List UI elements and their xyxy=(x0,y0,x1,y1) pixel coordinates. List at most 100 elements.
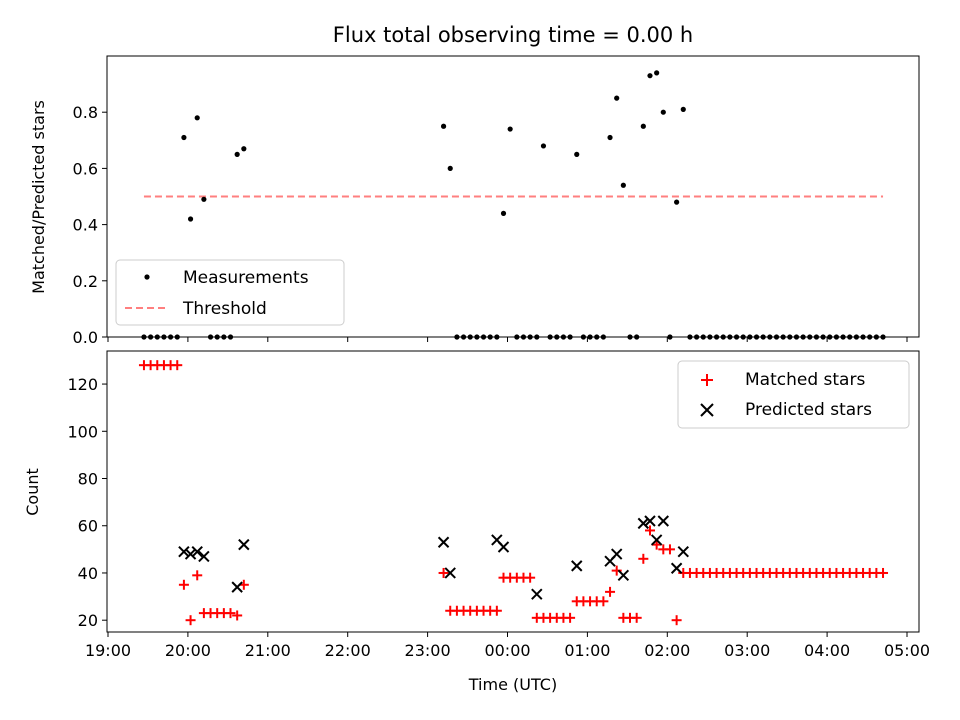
predicted-star-point xyxy=(571,560,583,572)
bottom-x-tick-label: 05:00 xyxy=(884,641,930,660)
legend-predicted-label: Predicted stars xyxy=(745,400,872,420)
top-y-axis: 0.0 0.2 0.4 0.6 0.8 xyxy=(73,103,107,347)
predicted-star-point xyxy=(238,538,250,551)
matched-star-point xyxy=(878,567,889,578)
predicted-star-point xyxy=(497,541,510,553)
bottom-x-tick-label: 23:00 xyxy=(405,641,451,660)
top-y-tick-label: 0.4 xyxy=(73,216,98,235)
matched-star-point xyxy=(438,567,449,578)
matched-star-point xyxy=(185,615,196,626)
measurement-point xyxy=(654,70,660,76)
predicted-star-point xyxy=(677,546,689,558)
legend-matched-label: Matched stars xyxy=(745,370,865,390)
measurement-point xyxy=(647,73,653,79)
top-y-tick-label: 0.0 xyxy=(73,328,98,347)
top-y-tick-label: 0.8 xyxy=(73,103,98,122)
matched-star-point xyxy=(644,525,655,536)
bottom-legend-box xyxy=(677,360,910,429)
top-chart: 0.00.20.40.60.8 Matched/Predicted stars … xyxy=(29,55,920,347)
bottom-axes-frame xyxy=(106,350,920,633)
matched-star-point xyxy=(232,610,243,621)
measurement-point xyxy=(680,106,686,112)
predicted-star-point xyxy=(531,588,543,600)
measurement-point xyxy=(620,182,626,188)
measurement-point xyxy=(181,134,187,141)
predicted-star-point xyxy=(437,536,450,548)
bottom-y-tick-label: 80 xyxy=(78,470,98,489)
top-chart-title: Flux total observing time = 0.00 h xyxy=(333,23,693,47)
top-y-tick-label: 0.6 xyxy=(73,159,98,178)
predicted-star-point xyxy=(670,562,683,574)
predicted-star-point xyxy=(637,517,650,530)
bottom-x-tick-label: 22:00 xyxy=(325,641,371,660)
matched-star-point xyxy=(605,586,616,597)
bottom-y-tick-label: 120 xyxy=(67,375,98,394)
legend-threshold-label: Threshold xyxy=(182,299,267,319)
bottom-y-tick-label: 40 xyxy=(78,564,98,583)
matched-star-point xyxy=(178,579,189,590)
matched-star-point xyxy=(172,360,183,371)
predicted-star-point xyxy=(644,515,656,527)
measurement-point xyxy=(640,123,646,129)
measurement-point xyxy=(241,146,247,152)
matched-star-point xyxy=(598,596,609,607)
bottom-x-tick-label: 21:00 xyxy=(245,641,291,660)
predicted-star-point xyxy=(191,546,203,558)
matched-star-point xyxy=(525,572,536,583)
measurement-point xyxy=(194,115,200,121)
bottom-x-tick-label: 02:00 xyxy=(644,641,690,660)
measurement-point xyxy=(607,134,613,141)
bottom-x-axis: 19:00 20:00 21:00 22:00 23:00 00:00 01:00 02:00… xyxy=(85,632,930,660)
predicted-star-point xyxy=(617,569,630,582)
predicted-star-point xyxy=(184,548,197,560)
top-y-tick-label: 0.2 xyxy=(73,272,98,291)
top-legend-box xyxy=(115,259,345,326)
bottom-y-tick-label: 100 xyxy=(67,422,98,441)
matched-star-point xyxy=(638,553,649,564)
top-y-axis-label: Matched/Predicted stars xyxy=(29,100,48,294)
bottom-x-tick-label: 00:00 xyxy=(484,641,530,660)
measurement-point xyxy=(614,95,620,101)
legend-measurements-label: Measurements xyxy=(183,268,309,288)
measurement-point xyxy=(187,216,194,222)
measurement-point xyxy=(574,151,580,157)
bottom-y-tick-label: 20 xyxy=(78,611,98,630)
bottom-x-tick-label: 01:00 xyxy=(564,641,610,660)
bottom-x-tick-label: 20:00 xyxy=(165,641,211,660)
measurement-point xyxy=(447,165,453,171)
bottom-y-axis: 20 40 60 80 100 120 xyxy=(67,375,107,630)
measurement-point xyxy=(674,199,680,205)
legend-measurements-marker xyxy=(144,274,150,280)
matched-star-point xyxy=(491,605,502,616)
matched-star-point xyxy=(664,544,675,555)
matched-star-point xyxy=(671,615,682,626)
top-axes-frame xyxy=(106,55,920,338)
measurement-point xyxy=(201,196,207,202)
predicted-star-point xyxy=(610,548,623,560)
predicted-star-point xyxy=(657,515,670,527)
measurement-point xyxy=(500,210,507,216)
top-x-axis xyxy=(107,337,908,342)
predicted-star-point xyxy=(198,550,210,563)
bottom-x-tick-label: 04:00 xyxy=(804,641,850,660)
legend-matched-marker xyxy=(701,374,713,386)
bottom-y-tick-label: 60 xyxy=(78,517,98,536)
matched-star-point xyxy=(225,608,236,619)
bottom-x-tick-label: 03:00 xyxy=(724,641,770,660)
measurement-point xyxy=(234,151,240,157)
measurement-point xyxy=(660,109,666,115)
bottom-chart-marks xyxy=(138,360,889,626)
predicted-star-point xyxy=(178,546,190,558)
bottom-x-tick-label: 19:00 xyxy=(85,641,131,660)
bottom-y-axis-label: Count xyxy=(23,468,42,516)
measurement-point xyxy=(507,126,513,132)
predicted-star-point xyxy=(444,567,456,579)
matched-star-point xyxy=(631,612,642,623)
bottom-chart: 20 40 60 80 100 120 19:00 20:00 21:00 22:00 23:00… xyxy=(23,350,930,694)
bottom-legend: Matched stars Predicted stars xyxy=(677,360,910,429)
predicted-star-point xyxy=(231,581,243,593)
measurement-point xyxy=(440,123,447,129)
predicted-star-point xyxy=(650,534,663,546)
